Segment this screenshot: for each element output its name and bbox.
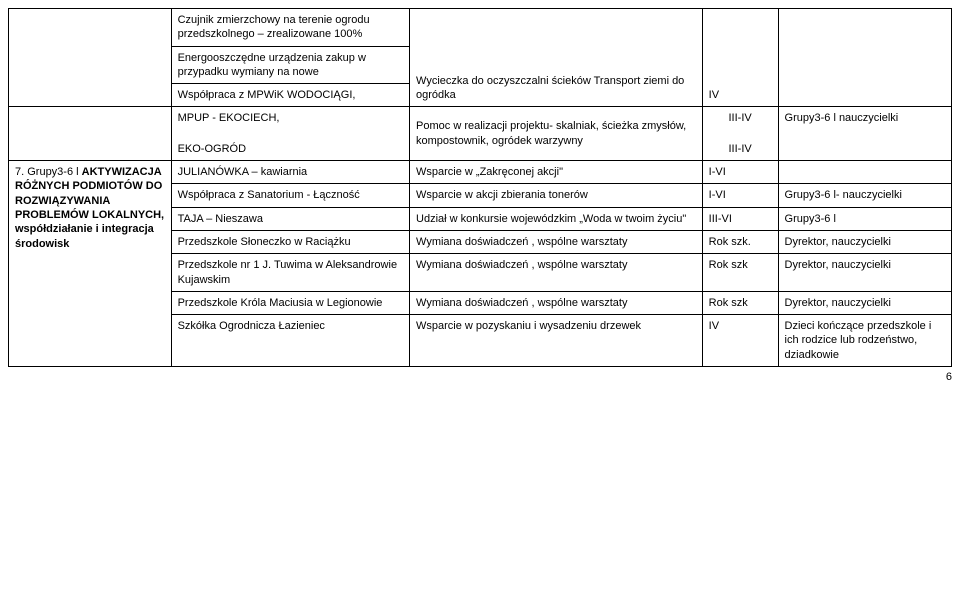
cell-col5: Dzieci kończące przedszkole i ich rodzic… xyxy=(778,315,951,367)
cell-col2: Przedszkole Słoneczko w Raciążku xyxy=(171,230,409,253)
cell-col2: TAJA – Nieszawa xyxy=(171,207,409,230)
cell-col4: Rok szk. xyxy=(702,230,778,253)
cell-col3: Wsparcie w akcji zbierania tonerów xyxy=(410,184,703,207)
cell-col2: Przedszkole Króla Maciusia w Legionowie xyxy=(171,291,409,314)
cell-col3: Wycieczka do oczyszczalni ścieków Transp… xyxy=(410,9,703,107)
table-row: 7. Grupy3-6 l AKTYWIZACJA RÓŻNYCH PODMIO… xyxy=(9,161,952,184)
table-row: Czujnik zmierzchowy na terenie ogrodu pr… xyxy=(9,9,952,107)
cell-col2: JULIANÓWKA – kawiarnia xyxy=(171,161,409,184)
cell-col4: III-IV III-IV xyxy=(702,107,778,161)
subcell: Współpraca z MPWiK WODOCIĄGI, xyxy=(172,84,409,107)
subcell: III-IV xyxy=(703,107,778,137)
cell-col2: Współpraca z Sanatorium - Łączność xyxy=(171,184,409,207)
subcell: III-IV xyxy=(703,138,778,160)
cell-blank xyxy=(9,107,172,161)
cell-col3: Wsparcie w pozyskaniu i wysadzeniu drzew… xyxy=(410,315,703,367)
cell-col3: Udział w konkursie wojewódzkim „Woda w t… xyxy=(410,207,703,230)
document-table: Czujnik zmierzchowy na terenie ogrodu pr… xyxy=(8,8,952,367)
cell-col5: Grupy3-6 l nauczycielki xyxy=(778,107,951,161)
subcell: Energooszczędne urządzenia zakup w przyp… xyxy=(172,46,409,84)
cell-col4: I-VI xyxy=(702,184,778,207)
cell-col5: Dyrektor, nauczycielki xyxy=(778,291,951,314)
cell-col4: Rok szk xyxy=(702,291,778,314)
cell-col4: IV xyxy=(702,9,778,107)
cell-col3: Wymiana doświadczeń , wspólne warsztaty xyxy=(410,230,703,253)
cell-blank xyxy=(9,9,172,107)
cell-col2-multi: MPUP - EKOCIECH, EKO-OGRÓD xyxy=(171,107,409,161)
cell-col5: Dyrektor, nauczycielki xyxy=(778,254,951,292)
cell-col3: Pomoc w realizacji projektu- skalniak, ś… xyxy=(410,107,703,161)
cell-col4: IV xyxy=(702,315,778,367)
cell-col5: Grupy3-6 l- nauczycielki xyxy=(778,184,951,207)
section-bold: AKTYWIZACJA RÓŻNYCH PODMIOTÓW DO ROZWIĄZ… xyxy=(15,166,164,249)
cell-col5: Grupy3-6 l xyxy=(778,207,951,230)
section-prefix: 7. Grupy3-6 l xyxy=(15,166,82,178)
cell-col3: Wsparcie w „Zakręconej akcji" xyxy=(410,161,703,184)
section-label: 7. Grupy3-6 l AKTYWIZACJA RÓŻNYCH PODMIO… xyxy=(9,161,172,367)
table-row: MPUP - EKOCIECH, EKO-OGRÓD Pomoc w reali… xyxy=(9,107,952,161)
cell-col2: Szkółka Ogrodnicza Łazieniec xyxy=(171,315,409,367)
cell-col3: Wymiana doświadczeń , wspólne warsztaty xyxy=(410,254,703,292)
cell-col5 xyxy=(778,161,951,184)
cell-col5: Dyrektor, nauczycielki xyxy=(778,230,951,253)
cell-col4: I-VI xyxy=(702,161,778,184)
cell-col5 xyxy=(778,9,951,107)
cell-col3: Wymiana doświadczeń , wspólne warsztaty xyxy=(410,291,703,314)
cell-col2-multi: Czujnik zmierzchowy na terenie ogrodu pr… xyxy=(171,9,409,107)
cell-col4: III-VI xyxy=(702,207,778,230)
cell-col4: Rok szk xyxy=(702,254,778,292)
page-number: 6 xyxy=(8,371,952,383)
subcell: EKO-OGRÓD xyxy=(172,138,409,160)
subcell: Czujnik zmierzchowy na terenie ogrodu pr… xyxy=(172,9,409,46)
cell-col2: Przedszkole nr 1 J. Tuwima w Aleksandrow… xyxy=(171,254,409,292)
subcell: MPUP - EKOCIECH, xyxy=(172,107,409,137)
